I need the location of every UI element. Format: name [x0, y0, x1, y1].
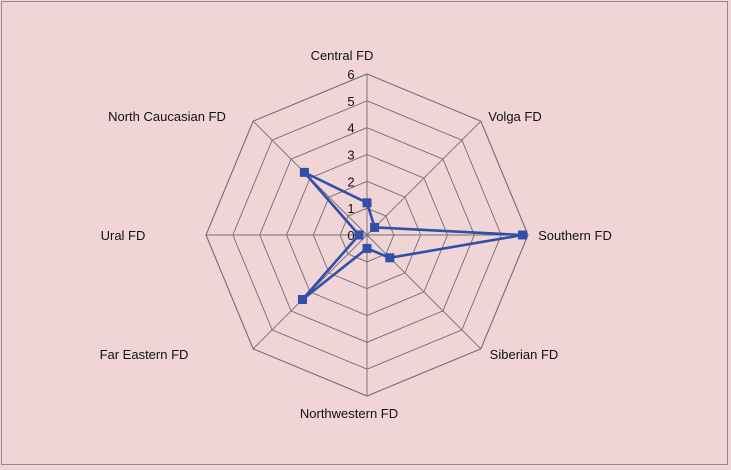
data-point: [299, 167, 309, 177]
label-layer: Central FD Volga FD Southern FD Siberian FD…: [100, 48, 612, 421]
tick-label: 1: [347, 201, 354, 216]
category-label: Volga FD: [488, 109, 541, 124]
category-label: Southern FD: [538, 228, 612, 243]
data-point: [362, 198, 372, 208]
data-point: [518, 230, 528, 240]
category-label: Far Eastern FD: [100, 347, 189, 362]
tick-label: 5: [347, 94, 354, 109]
tick-layer: 0 1 2 3 4 5 6: [347, 67, 354, 243]
category-label: Ural FD: [101, 228, 146, 243]
tick-label: 2: [347, 174, 354, 189]
category-label: Central FD: [311, 48, 374, 63]
category-label: Siberian FD: [490, 347, 559, 362]
grid-spoke: [366, 120, 482, 236]
tick-label: 6: [347, 67, 354, 82]
data-point: [362, 243, 372, 253]
category-label: North Caucasian FD: [108, 109, 226, 124]
grid-layer: [205, 73, 529, 397]
data-point: [370, 222, 380, 232]
tick-label: 4: [347, 121, 354, 136]
series-layer: [297, 167, 528, 305]
tick-label: 0: [347, 228, 354, 243]
category-label: Northwestern FD: [300, 406, 398, 421]
data-point: [297, 295, 307, 305]
tick-label: 3: [347, 148, 354, 163]
data-point: [354, 230, 364, 240]
data-point: [385, 253, 395, 263]
